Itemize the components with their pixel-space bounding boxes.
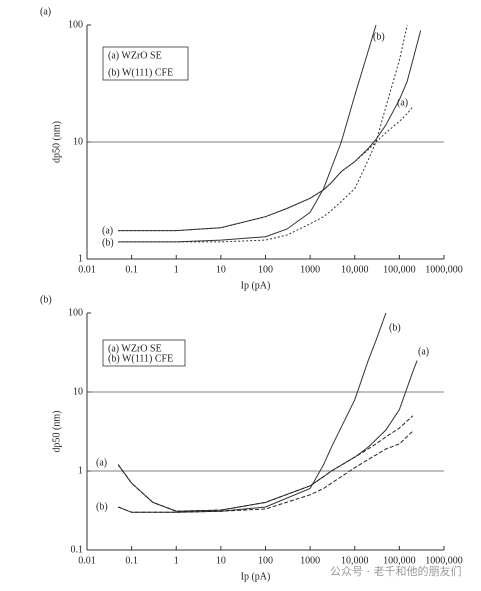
legend-entry: (b) W(111) CFE [108,67,173,78]
x-tick-label: 1000,000 [425,264,463,275]
panel-label: (a) [40,6,51,17]
annotation: (a) [96,457,107,468]
x-axis-label: Ip (pA) [241,280,271,291]
x-tick-label: 1000 [300,264,320,275]
legend-entry: (a) WZrO SE [108,343,162,354]
x-tick-label: 10 [216,555,226,566]
panel-label: (b) [40,294,52,305]
watermark: 公众号 · 老千和他的朋友们 [330,564,462,578]
x-tick-label: 10 [216,264,226,275]
annotation: (b) [96,501,108,512]
x-tick-label: 1 [174,264,179,275]
x-tick-label: 100,000 [383,555,416,566]
annotation: (b) [389,322,401,333]
y-tick-label: 0.1 [71,544,84,555]
annotation: (b) [102,237,114,248]
x-tick-label: 0.1 [125,264,138,275]
x-tick-label: 0.01 [78,264,96,275]
x-tick-label: 100,000 [383,264,416,275]
series-line [118,30,422,232]
annotation: (a) [418,346,429,357]
y-tick-label: 10 [73,136,83,147]
annotation: (a) [102,225,113,236]
x-tick-label: 1000 [300,555,320,566]
x-tick-label: 1000,000 [425,555,463,566]
legend-entry: (a) WZrO SE [108,50,162,61]
series-line [117,360,418,512]
legend-entry: (b) W(111) CFE [108,353,173,364]
y-axis-label: dp50 (nm) [51,411,62,453]
y-tick-label: 100 [68,19,83,30]
x-tick-label: 100 [258,264,273,275]
x-tick-label: 100 [258,555,273,566]
y-tick-label: 10 [73,386,83,397]
y-tick-label: 1 [78,253,83,264]
annotation: (b) [373,31,385,42]
series-line [118,24,408,243]
legend-box [102,339,186,367]
series-line [118,312,387,513]
y-tick-label: 1 [78,465,83,476]
annotation: (a) [397,97,408,108]
x-tick-label: 10,000 [341,555,369,566]
x-tick-label: 0.01 [78,555,96,566]
y-tick-label: 100 [68,307,83,318]
series-line [118,430,414,513]
series-line [118,24,377,243]
x-tick-label: 0.1 [125,555,138,566]
series-line [118,106,414,232]
legend-box [102,46,189,81]
x-tick-label: 10,000 [341,264,369,275]
x-axis-label: Ip (pA) [241,571,271,582]
series-line [117,415,414,512]
y-axis-label: dp50 (nm) [51,121,62,163]
x-tick-label: 1 [174,555,179,566]
